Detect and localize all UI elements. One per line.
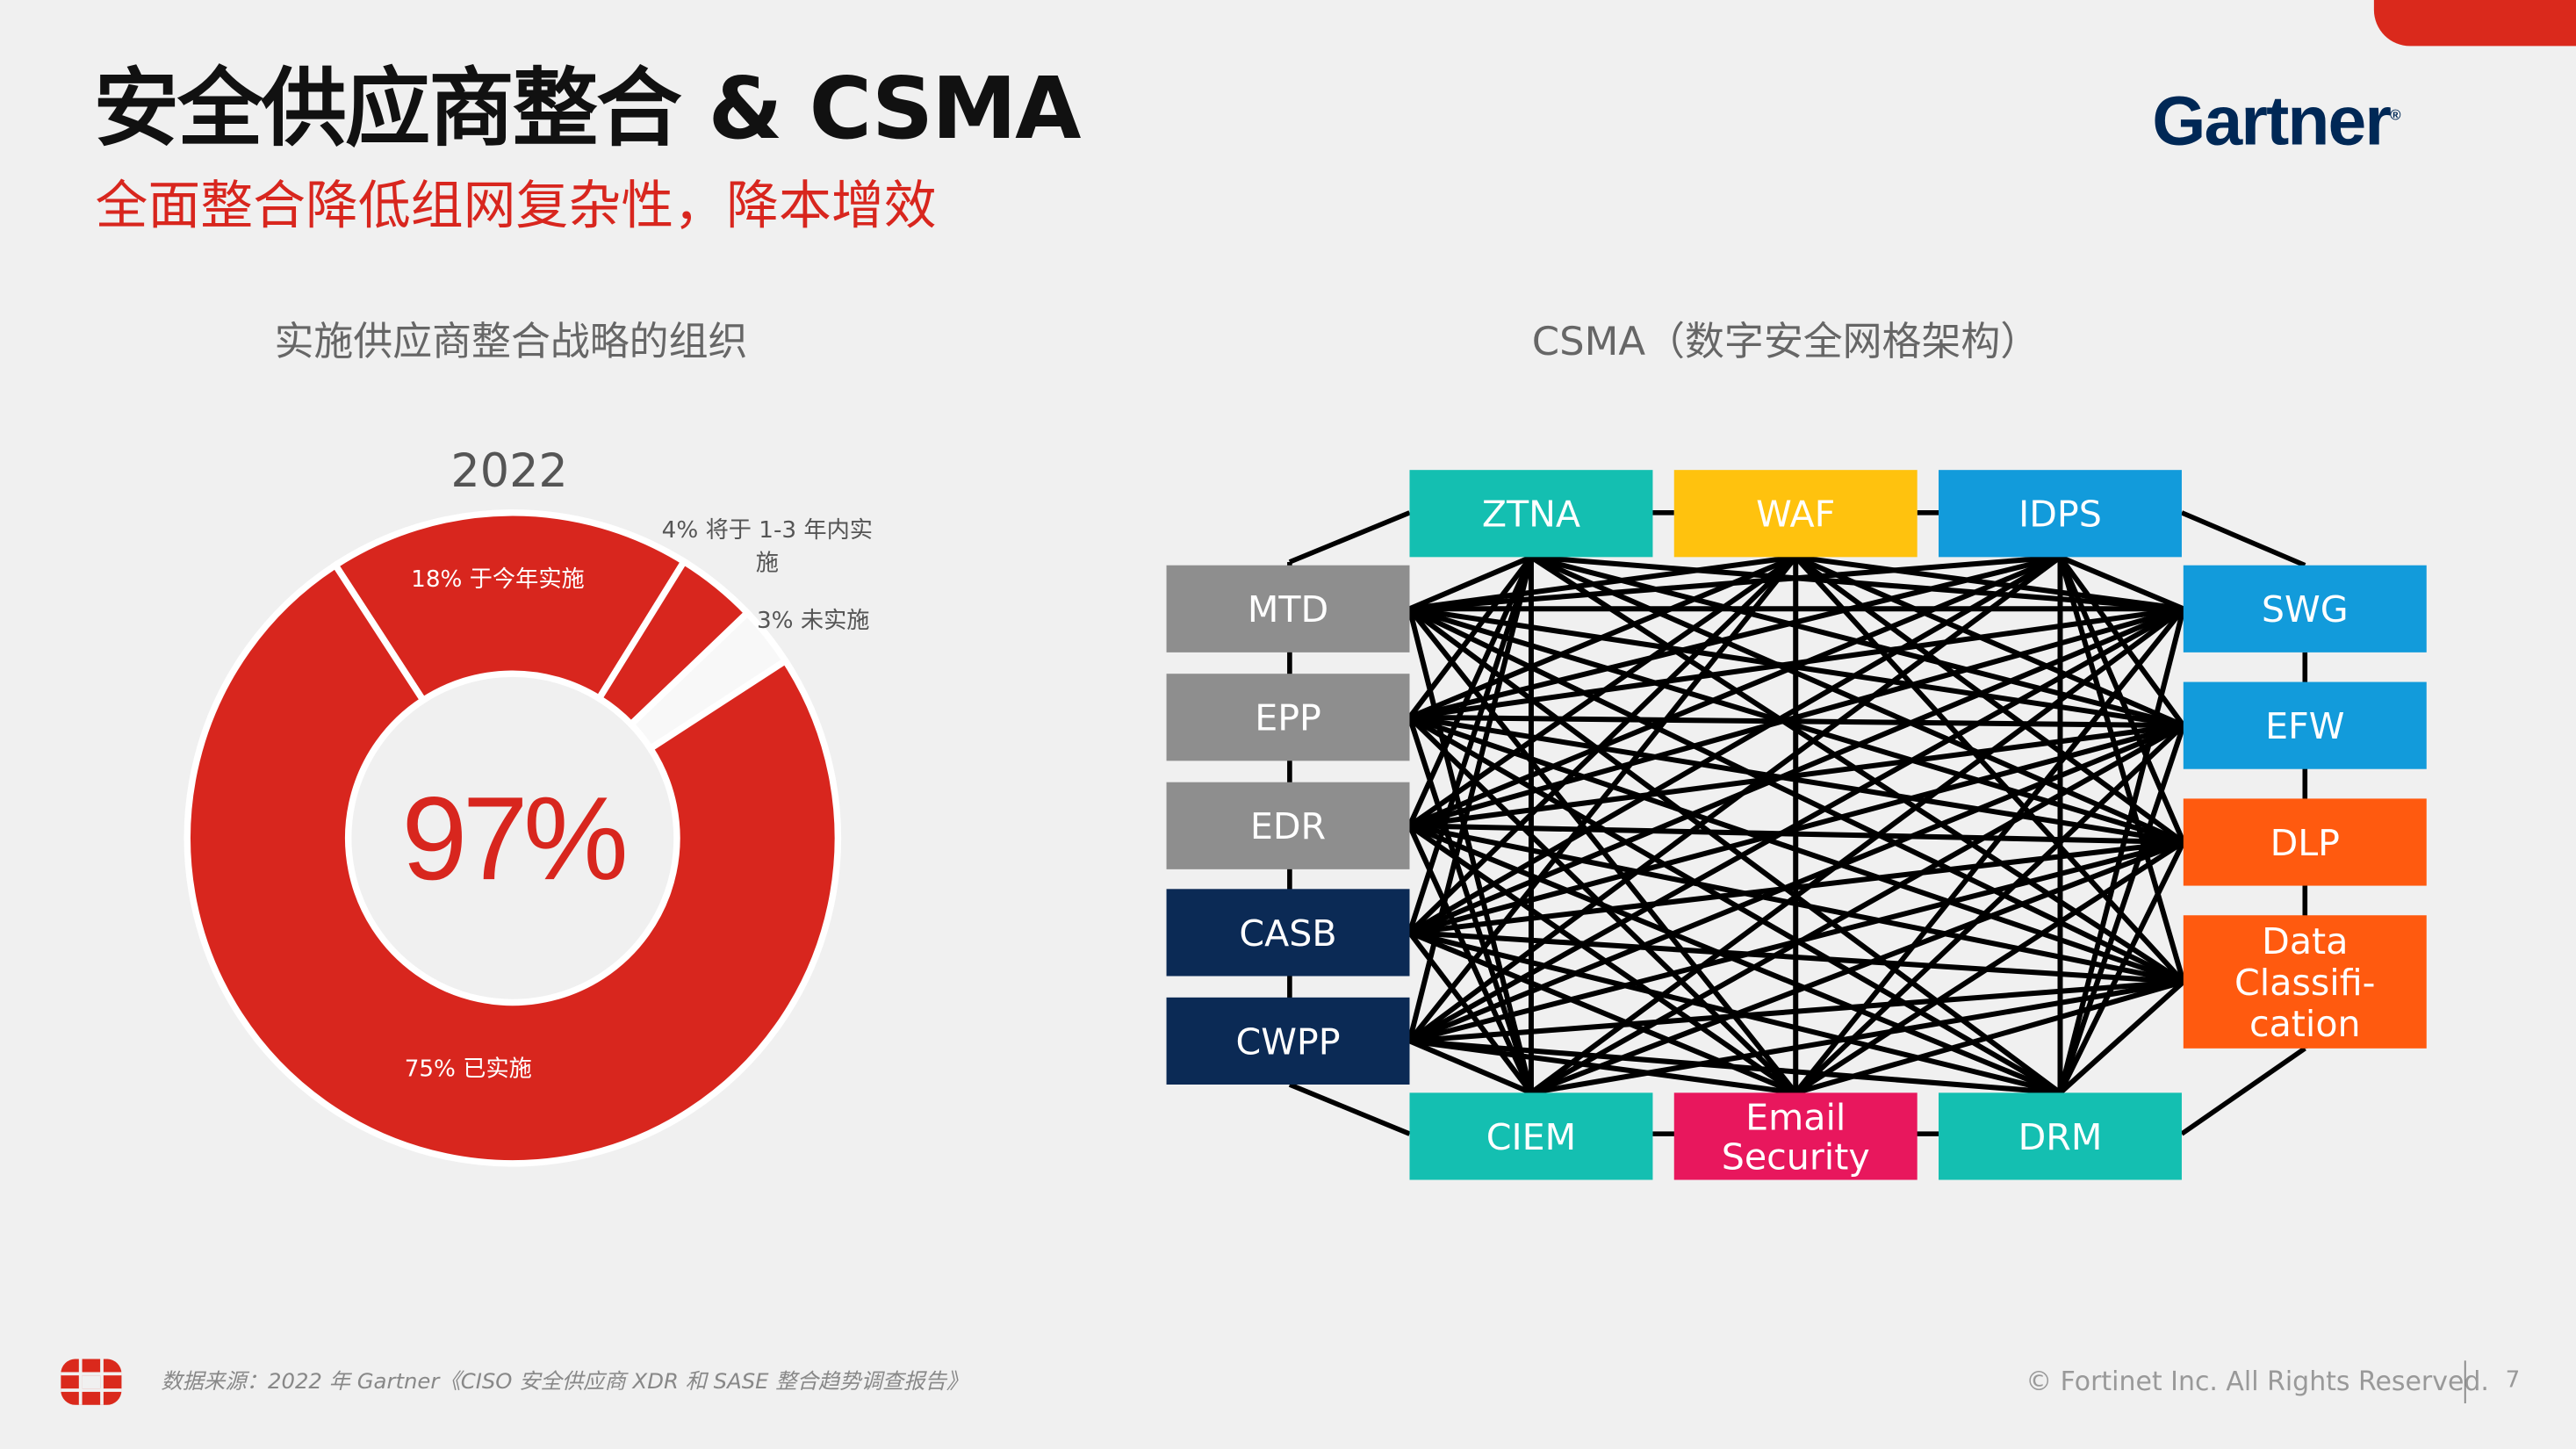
mesh-connection	[1409, 714, 2184, 729]
mesh-connection	[1407, 823, 1797, 1095]
csma-node-label: Data Classifi-cation	[2234, 920, 2376, 1045]
slice-label-3: 3% 未实施	[756, 608, 870, 635]
mesh-connection	[1408, 823, 2184, 984]
csma-node-label: CWPP	[1235, 1020, 1340, 1063]
mesh-connection	[2057, 556, 2186, 983]
right-heading: CSMA（数字安全网格架构）	[1531, 319, 2040, 365]
csma-node-label: DLP	[2270, 822, 2340, 864]
fortinet-logo-icon	[61, 1359, 122, 1405]
footer-divider	[2464, 1360, 2466, 1404]
mesh-connection	[1408, 606, 2185, 1044]
left-heading: 实施供应商整合战略的组织	[274, 319, 748, 365]
csma-node-label: DRM	[2018, 1116, 2103, 1158]
mesh-connection	[1409, 979, 2184, 1044]
gartner-logo-text: Gartner	[2152, 82, 2392, 160]
csma-node-label: EFW	[2265, 705, 2344, 747]
mesh-connection	[1408, 606, 2185, 984]
csma-node-ztna: ZTNA	[1409, 470, 1653, 558]
mesh-connection	[1409, 723, 2184, 829]
slice-label-4: 4% 将于 1-3 年内实施	[661, 517, 874, 577]
mesh-connection	[1409, 1038, 2061, 1096]
csma-node-dlp: DLP	[2183, 798, 2427, 886]
mesh-connection	[1407, 931, 1534, 1095]
mesh-connection	[1408, 606, 2184, 935]
csma-node-ciem: CIEM	[1409, 1092, 1653, 1180]
slice-label-75: 75% 已实施	[404, 1056, 532, 1084]
csma-node-label: SWG	[2262, 588, 2349, 631]
mesh-connection	[1530, 979, 2184, 1096]
mesh-connection	[1409, 554, 1796, 612]
copyright: © Fortinet Inc. All Rights Reserved.	[2026, 1365, 2489, 1397]
mesh-connection	[1795, 979, 2184, 1096]
mesh-connection	[1407, 606, 2062, 1095]
mesh-outline	[2180, 1046, 2306, 1136]
mesh-outline	[1288, 1082, 1411, 1136]
csma-node-edr: EDR	[1166, 782, 1410, 869]
mesh-outline	[2180, 510, 2306, 568]
mesh-outline	[1288, 510, 1411, 565]
mesh-connection	[1529, 840, 2184, 1096]
mesh-connection	[1529, 606, 2185, 1095]
mesh-connection	[1794, 840, 2185, 1095]
mesh-connection	[1408, 554, 1533, 612]
csma-node-label: WAF	[1756, 494, 1835, 536]
mesh-connection	[1408, 714, 2184, 984]
csma-node-label: CIEM	[1486, 1116, 1576, 1158]
mesh-connection	[1409, 929, 2184, 985]
csma-node-email-security: Email Security	[1673, 1092, 1918, 1180]
mesh-connection	[2058, 979, 2185, 1095]
csma-node-data-classifi-cation: Data Classifi-cation	[2183, 915, 2427, 1049]
mesh-connection	[1795, 554, 2184, 612]
page-title: 安全供应商整合 & CSMA	[93, 61, 1082, 160]
csma-node-cwpp: CWPP	[1166, 997, 1410, 1085]
top-accent-tab	[2373, 0, 2576, 47]
csma-node-epp: EPP	[1166, 674, 1410, 761]
mesh-connection	[2057, 840, 2186, 1094]
csma-node-label: IDPS	[2018, 494, 2102, 536]
csma-node-label: MTD	[1248, 588, 1328, 631]
mesh-connection	[2059, 554, 2184, 612]
mesh-connection	[2057, 724, 2186, 1094]
mesh-connection	[1408, 723, 2184, 935]
csma-node-casb: CASB	[1166, 889, 1410, 977]
csma-node-swg: SWG	[2183, 565, 2427, 652]
mesh-connection	[1793, 607, 2186, 1095]
mesh-connection	[1409, 714, 2184, 845]
csma-node-label: EDR	[1250, 805, 1326, 847]
chart-title: 2022	[450, 444, 567, 498]
mesh-connection	[1408, 723, 2184, 1044]
mesh-connection	[1409, 823, 2184, 845]
donut-slice	[183, 560, 842, 1167]
csma-node-label: ZTNA	[1482, 494, 1580, 536]
mesh-connection	[1407, 715, 2062, 1095]
mesh-connection	[1409, 840, 2184, 935]
csma-node-drm: DRM	[1939, 1092, 2182, 1180]
csma-node-label: EPP	[1255, 697, 1321, 739]
page-number: 7	[2505, 1366, 2521, 1394]
csma-node-label: CASB	[1239, 912, 1336, 955]
mesh-connection	[1408, 606, 2184, 829]
mesh-connection	[1409, 606, 2184, 720]
csma-node-idps: IDPS	[1939, 470, 2182, 558]
csma-node-waf: WAF	[1673, 470, 1918, 558]
csma-node-label: Email Security	[1722, 1096, 1870, 1178]
slice-label-18: 18% 于今年实施	[411, 566, 585, 594]
mesh-connection	[1794, 723, 2185, 1095]
mesh-connection	[1529, 723, 2185, 1095]
mesh-connection	[1408, 1038, 1533, 1096]
center-percent: 97%	[401, 772, 624, 905]
csma-node-efw: EFW	[2183, 681, 2427, 769]
mesh-connection	[1409, 554, 2061, 612]
source-note: 数据来源：2022 年 Gartner《CISO 安全供应商 XDR 和 SAS…	[161, 1370, 968, 1395]
donut-slice	[330, 509, 689, 705]
gartner-logo: Gartner®	[2152, 82, 2400, 160]
page-subtitle: 全面整合降低组网复杂性，降本增效	[95, 174, 937, 237]
csma-node-mtd: MTD	[1166, 565, 1410, 652]
mesh-connection	[1408, 606, 2184, 845]
